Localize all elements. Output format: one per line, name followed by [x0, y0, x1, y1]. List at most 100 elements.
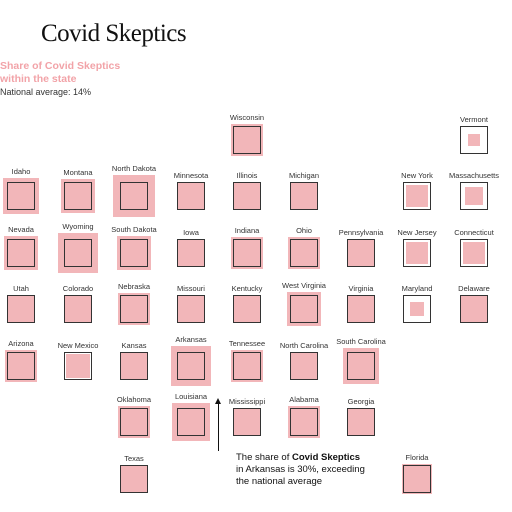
state-label-west-virginia: West Virginia	[282, 280, 326, 290]
tile-frame-new-mexico	[64, 352, 92, 380]
state-label-idaho: Idaho	[11, 166, 31, 176]
state-label-kansas: Kansas	[121, 341, 147, 350]
state-label-kentucky: Kentucky	[231, 284, 263, 293]
tile-fill-indiana	[230, 236, 264, 270]
tile-frame-vermont	[460, 126, 488, 154]
tile-frame-illinois	[233, 182, 261, 210]
annotation-text-pre: The share of	[236, 452, 292, 463]
tile-fill-arizona	[5, 350, 37, 382]
tile-fill-louisiana	[171, 402, 211, 442]
state-label-nebraska: Nebraska	[117, 282, 151, 292]
state-label-oklahoma: Oklahoma	[116, 395, 152, 405]
tile-fill-north-dakota	[112, 174, 156, 218]
state-label-pennsylvania: Pennsylvania	[338, 228, 384, 237]
tile-fill-maryland	[409, 301, 425, 317]
tile-frame-idaho	[7, 182, 35, 210]
tile-fill-pennsylvania	[347, 239, 375, 267]
annotation-text-bold: Covid Skeptics	[291, 452, 361, 463]
tile-fill-new-jersey	[406, 242, 428, 264]
tile-fill-massachusetts	[464, 186, 484, 206]
state-label-georgia: Georgia	[347, 397, 375, 406]
state-label-wyoming: Wyoming	[62, 222, 94, 232]
tile-frame-wyoming	[64, 239, 92, 267]
tile-frame-maryland	[403, 295, 431, 323]
state-label-vermont: Vermont	[460, 115, 488, 124]
tile-fill-florida	[402, 464, 432, 494]
tile-frame-nevada	[7, 239, 35, 267]
tile-fill-south-dakota	[116, 235, 152, 271]
tile-frame-oklahoma	[120, 408, 148, 436]
tile-fill-utah	[7, 295, 35, 323]
annotation-text-line3: the national average	[236, 476, 323, 487]
tile-fill-south-carolina	[343, 348, 379, 384]
tile-fill-tennessee	[230, 349, 264, 383]
state-label-south-carolina: South Carolina	[336, 337, 386, 347]
tile-frame-wisconsin	[233, 126, 261, 154]
tile-frame-kentucky	[233, 295, 261, 323]
state-label-massachusetts: Massachusetts	[448, 171, 500, 180]
tile-fill-iowa	[177, 239, 205, 267]
tile-fill-alabama	[287, 405, 321, 439]
tile-frame-florida	[403, 465, 431, 493]
tile-frame-montana	[64, 182, 92, 210]
state-label-new-york: New York	[401, 171, 433, 180]
tile-frame-north-carolina	[290, 352, 318, 380]
legend-title: Share of Covid Skeptics	[0, 60, 121, 72]
tile-fill-ohio	[288, 237, 320, 269]
state-label-iowa: Iowa	[183, 228, 199, 237]
tile-frame-south-carolina	[347, 352, 375, 380]
tile-fill-michigan	[290, 182, 318, 210]
tile-fill-colorado	[64, 295, 92, 323]
tile-fill-delaware	[460, 295, 488, 323]
tile-frame-kansas	[120, 352, 148, 380]
tile-frame-connecticut	[460, 239, 488, 267]
tile-frame-minnesota	[177, 182, 205, 210]
tile-fill-connecticut	[463, 242, 485, 264]
tile-frame-utah	[7, 295, 35, 323]
state-label-north-dakota: North Dakota	[111, 163, 157, 173]
tile-fill-new-york	[406, 185, 428, 207]
annotation-text: The share of Covid Skeptics in Arkansas …	[236, 452, 365, 488]
tile-fill-missouri	[177, 295, 205, 323]
tile-fill-mississippi	[233, 408, 261, 436]
tile-frame-ohio	[290, 239, 318, 267]
tile-frame-pennsylvania	[347, 239, 375, 267]
state-label-connecticut: Connecticut	[454, 228, 494, 237]
tile-fill-idaho	[2, 177, 40, 215]
tile-frame-arkansas	[177, 352, 205, 380]
tile-fill-wisconsin	[230, 123, 264, 157]
state-label-indiana: Indiana	[234, 225, 260, 235]
state-label-delaware: Delaware	[458, 284, 490, 293]
annotation-text-line2: in Arkansas is 30%, exceeding	[236, 464, 365, 475]
state-label-montana: Montana	[63, 168, 93, 178]
tile-frame-delaware	[460, 295, 488, 323]
national-average-note: National average: 14%	[0, 87, 92, 97]
state-label-wisconsin: Wisconsin	[229, 112, 265, 122]
tile-frame-north-dakota	[120, 182, 148, 210]
annotation-arrow	[215, 398, 221, 404]
tile-fill-georgia	[348, 409, 374, 435]
tile-fill-north-carolina	[290, 352, 318, 380]
legend-subtitle: within the state	[0, 73, 77, 85]
state-label-nevada: Nevada	[8, 224, 34, 234]
tile-frame-louisiana	[177, 408, 205, 436]
state-label-colorado: Colorado	[62, 284, 94, 293]
tile-frame-south-dakota	[120, 239, 148, 267]
state-label-louisiana: Louisiana	[174, 391, 208, 401]
state-label-minnesota: Minnesota	[173, 171, 209, 180]
state-label-arkansas: Arkansas	[175, 334, 207, 344]
state-label-virginia: Virginia	[348, 284, 374, 293]
tile-fill-west-virginia	[286, 291, 322, 327]
state-label-michigan: Michigan	[288, 171, 320, 180]
state-label-utah: Utah	[13, 284, 29, 293]
tile-fill-nevada	[3, 235, 39, 271]
tile-frame-indiana	[233, 239, 261, 267]
tile-fill-new-mexico	[65, 353, 91, 379]
tile-frame-mississippi	[233, 408, 261, 436]
tile-frame-new-jersey	[403, 239, 431, 267]
tile-frame-nebraska	[120, 295, 148, 323]
chart-title: Covid Skeptics	[41, 20, 187, 47]
state-label-new-mexico: New Mexico	[57, 341, 99, 350]
tile-frame-texas	[120, 465, 148, 493]
tile-fill-kansas	[120, 352, 148, 380]
